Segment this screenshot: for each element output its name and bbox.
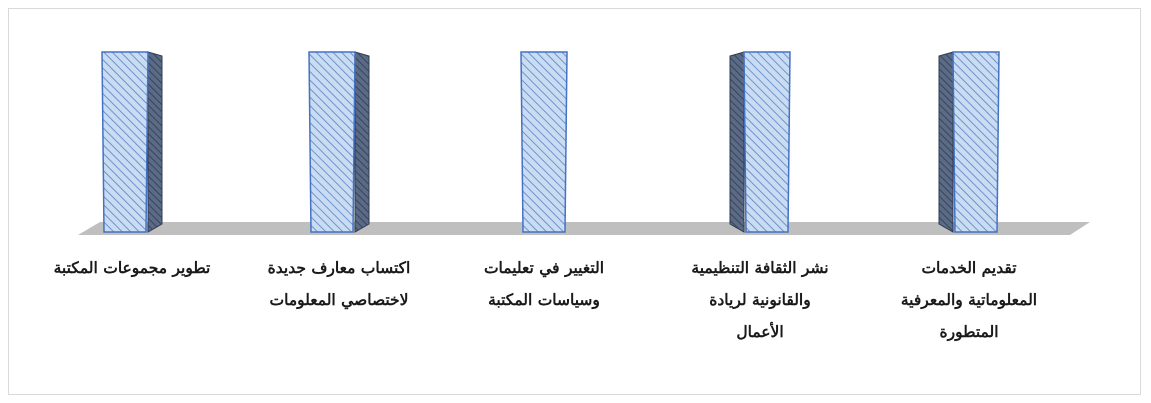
bar-3 bbox=[520, 51, 568, 233]
category-label-2: اكتساب معارف جديدة لاختصاصي المعلومات bbox=[267, 258, 411, 309]
chart-floor bbox=[78, 222, 1090, 235]
bar-2 bbox=[308, 51, 370, 233]
category-label-1: تطوير مجموعات المكتبة bbox=[53, 258, 211, 277]
bar-5 bbox=[938, 51, 1000, 233]
bar-1 bbox=[101, 51, 163, 233]
bar-side-face bbox=[938, 51, 954, 233]
bar-side-face bbox=[729, 51, 745, 233]
bar-front-face bbox=[520, 51, 568, 233]
category-label-4: نشر الثقافة التنظيمية والقانونية لريادة … bbox=[691, 258, 829, 341]
chart-floor-plane bbox=[78, 222, 1090, 235]
bars-group bbox=[101, 51, 1000, 233]
category-label-5: تقديم الخدمات المعلوماتية والمعرفية المت… bbox=[900, 258, 1038, 341]
bar-side-face bbox=[147, 51, 163, 233]
bar-front-face bbox=[101, 51, 149, 233]
bar-front-face bbox=[952, 51, 1000, 233]
bar-front-face bbox=[743, 51, 791, 233]
bar-4 bbox=[729, 51, 791, 233]
bar-front-face bbox=[308, 51, 356, 233]
bar-side-face bbox=[354, 51, 370, 233]
category-label-3: التغيير في تعليمات وسياسات المكتبة bbox=[483, 258, 605, 309]
